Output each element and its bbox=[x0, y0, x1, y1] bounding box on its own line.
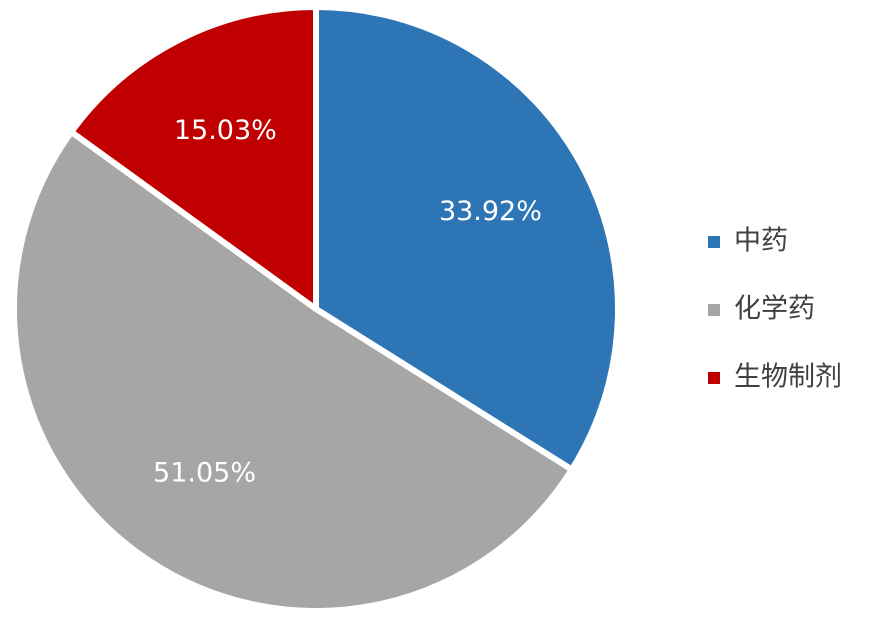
legend-label: 生物制剂 bbox=[734, 362, 842, 393]
data-label: 51.05% bbox=[153, 458, 256, 489]
data-label: 15.03% bbox=[174, 115, 277, 146]
legend-swatch bbox=[708, 236, 720, 248]
legend-label: 中药 bbox=[734, 226, 788, 257]
data-label: 33.92% bbox=[439, 196, 542, 227]
legend-label: 化学药 bbox=[734, 294, 815, 325]
pie-slice bbox=[68, 4, 319, 312]
pie-slice bbox=[11, 128, 575, 614]
legend-swatch bbox=[708, 372, 720, 384]
legend-swatch bbox=[708, 304, 720, 316]
